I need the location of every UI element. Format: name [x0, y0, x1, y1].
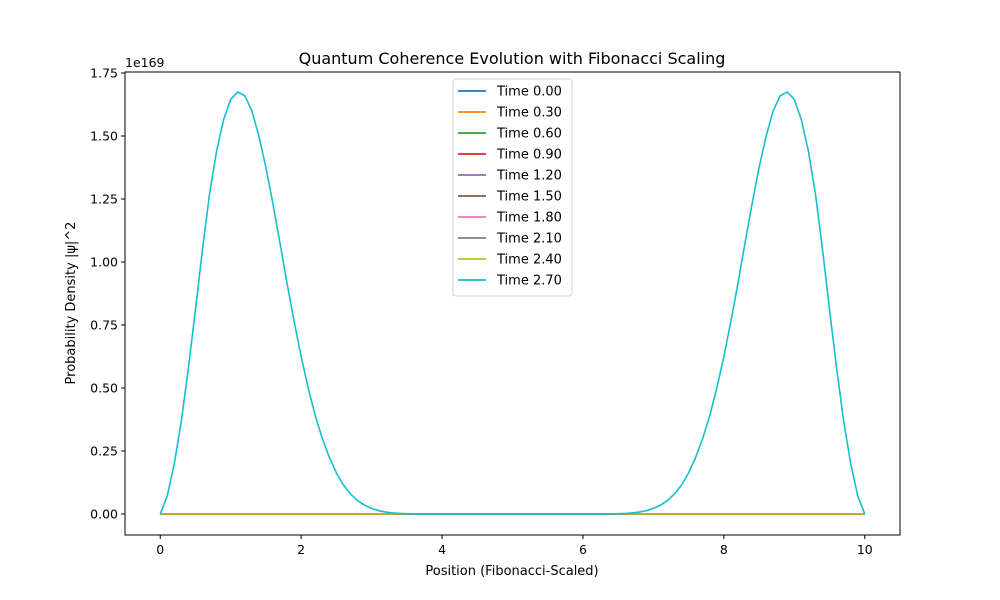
y-axis-label: Probability Density |ψ|^2	[64, 222, 79, 385]
plot-frame	[124, 71, 901, 536]
legend-label-7: Time 2.10	[496, 232, 562, 247]
legend-label-5: Time 1.50	[496, 190, 562, 205]
legend-label-8: Time 2.40	[496, 253, 562, 268]
x-tick-label: 2	[297, 542, 305, 557]
legend-label-3: Time 0.90	[496, 148, 562, 163]
legend-label-2: Time 0.60	[496, 127, 562, 142]
x-tick-label: 8	[720, 542, 728, 557]
y-tick-label: 0.75	[90, 317, 118, 332]
x-tick-label: 4	[438, 542, 446, 557]
y-tick-label: 0.25	[90, 443, 118, 458]
y-tick-label: 1.25	[90, 191, 118, 206]
plot-layer	[159, 91, 866, 515]
x-tick-label: 0	[156, 542, 164, 557]
x-axis-label: Position (Fibonacci-Scaled)	[425, 564, 598, 579]
legend-label-9: Time 2.70	[496, 274, 562, 289]
series-line-9	[159, 91, 866, 515]
y-offset-label: 1e169	[125, 55, 165, 70]
legend: Time 0.00 Time 0.30 Time 0.60 Time 0.90 Time…	[452, 78, 573, 297]
legend-label-4: Time 1.20	[496, 169, 562, 184]
legend-label-6: Time 1.80	[496, 211, 562, 226]
legend-label-0: Time 0.00	[496, 85, 562, 100]
legend-label-1: Time 0.30	[496, 106, 562, 121]
x-tick-label: 10	[857, 542, 873, 557]
y-tick-label: 0.00	[90, 506, 118, 521]
x-tick-label: 6	[579, 542, 587, 557]
chart-title: Quantum Coherence Evolution with Fibonac…	[299, 49, 726, 68]
y-tick-label: 1.75	[90, 66, 118, 81]
y-tick-label: 1.00	[90, 254, 118, 269]
axis-ticks: 0 2 4 6 8 10 0.00 0.25 0.50 0.75 1.00 1.25 1.50 1.75	[90, 66, 873, 557]
y-tick-label: 0.50	[90, 380, 118, 395]
y-tick-label: 1.50	[90, 129, 118, 144]
